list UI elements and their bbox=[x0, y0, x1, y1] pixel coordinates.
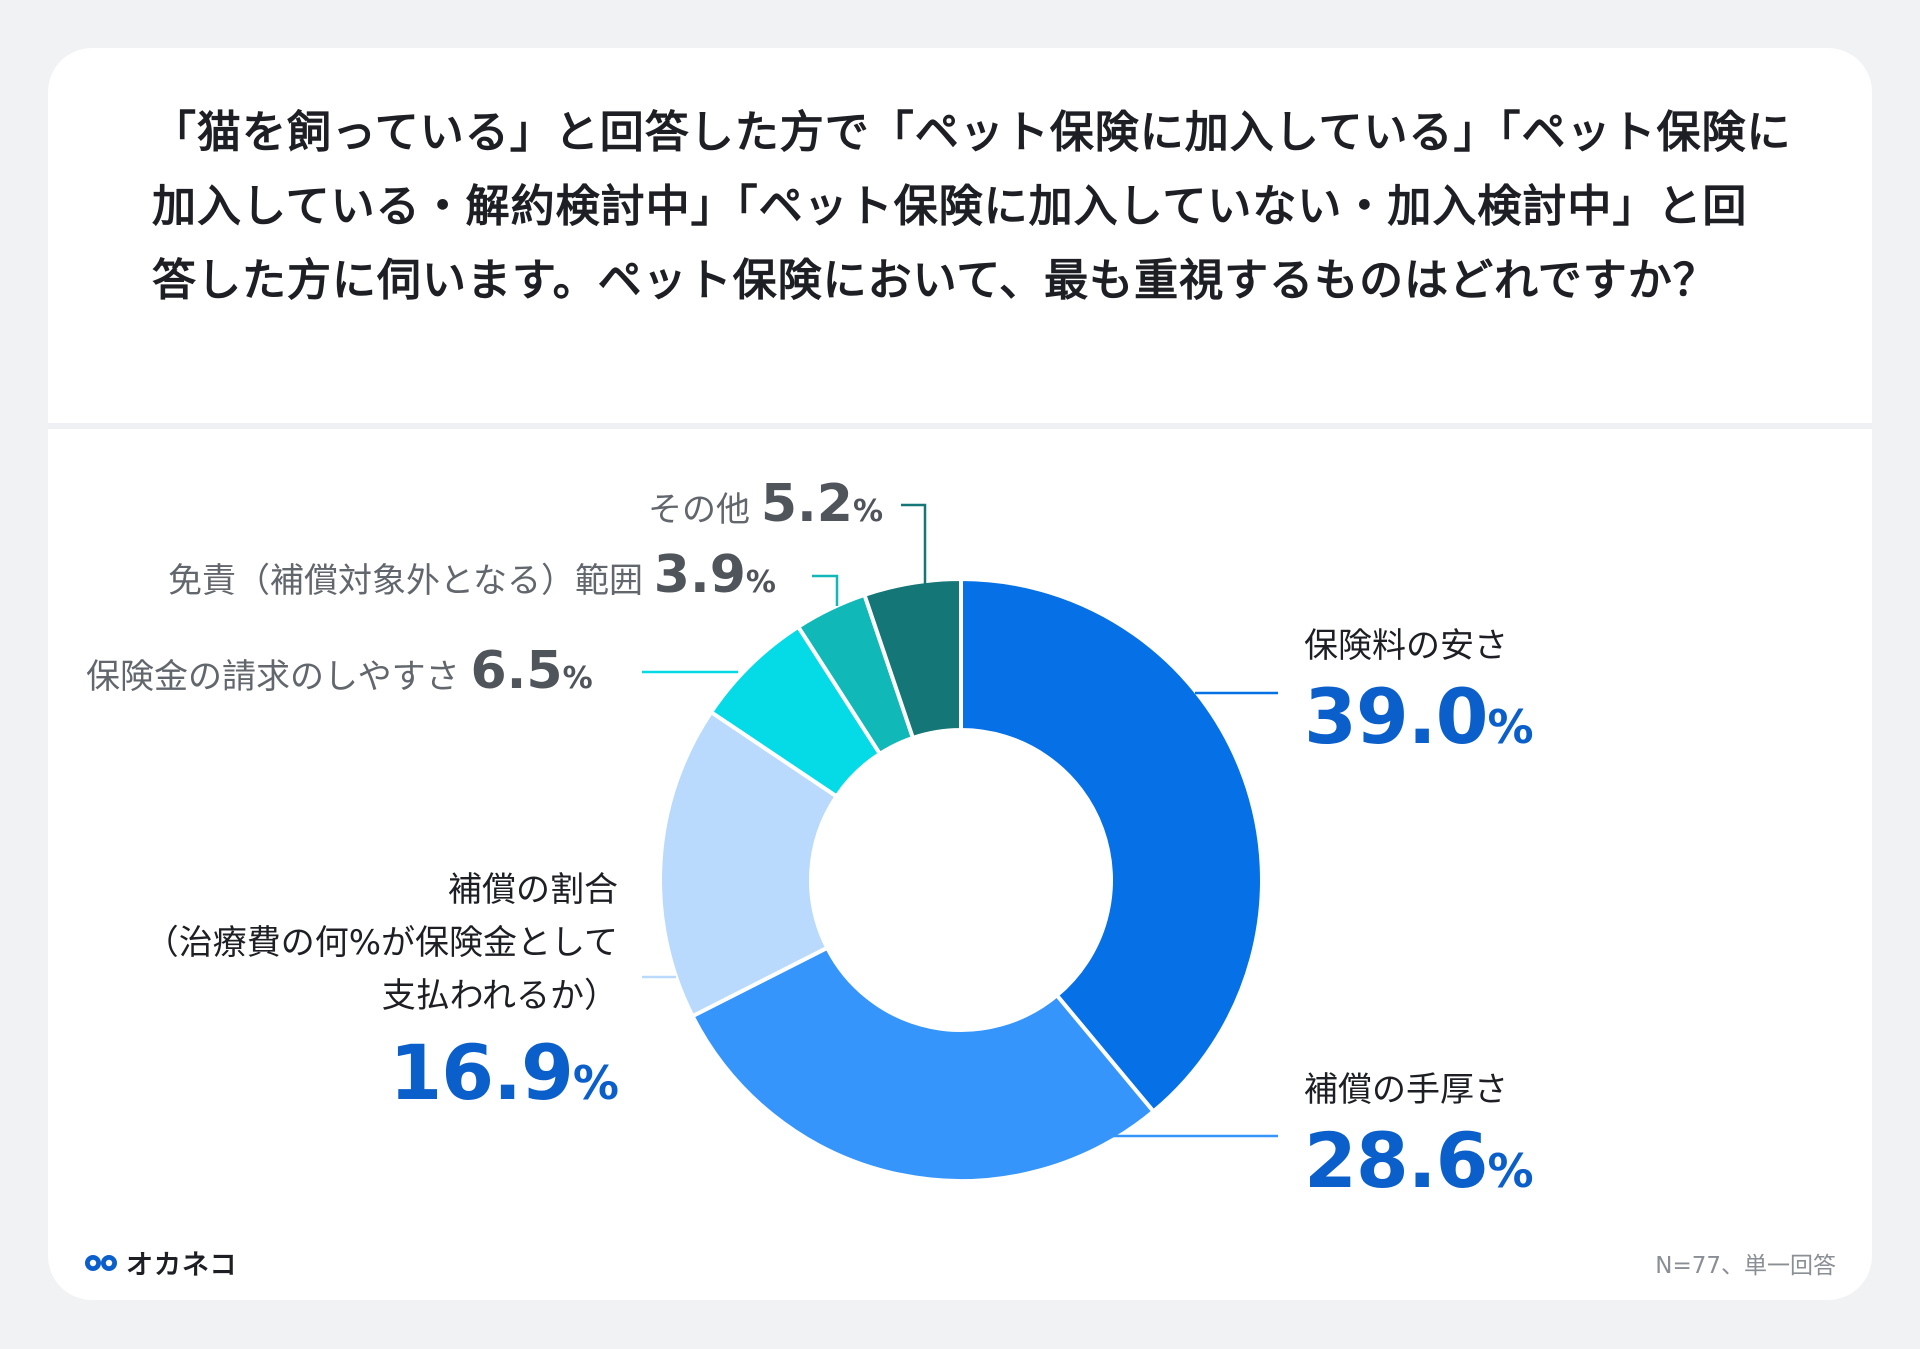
label-exemption: 免責（補償対象外となる）範囲 3.9% bbox=[168, 545, 776, 605]
slice-other bbox=[862, 577, 963, 740]
label-ratio-num: 16.9 bbox=[389, 1028, 574, 1117]
slice-coverage bbox=[690, 945, 1156, 1183]
question-title: 「猫を飼っている」と回答した方で「ペット保険に加入している」「ペット保険に加入し… bbox=[152, 107, 1792, 306]
label-coverage-pct: % bbox=[1487, 1144, 1534, 1198]
label-ratio-name-1: 補償の割合 bbox=[448, 870, 618, 910]
label-claim-value: 6.5 bbox=[470, 641, 563, 701]
label-coverage-name: 補償の手厚さ bbox=[1304, 1070, 1508, 1110]
label-price: 保険料の安さ 39.0% bbox=[1304, 618, 1534, 777]
okaneko-logo-icon bbox=[85, 1254, 117, 1271]
label-ratio-name-2: （治療費の何%が保険金として bbox=[144, 923, 618, 963]
label-other-pct: % bbox=[852, 494, 883, 529]
label-price-num: 39.0 bbox=[1304, 672, 1489, 761]
label-ratio-pct: % bbox=[572, 1056, 619, 1110]
logo-text: オカネコ bbox=[126, 1250, 238, 1281]
okaneko-logo: オカネコ bbox=[84, 1243, 237, 1282]
label-other-value: 5.2 bbox=[760, 474, 853, 534]
label-other: その他 5.2% bbox=[648, 474, 883, 534]
leader-line-other bbox=[901, 503, 927, 585]
divider bbox=[48, 423, 1872, 429]
label-coverage-num: 28.6 bbox=[1304, 1116, 1489, 1205]
label-price-name: 保険料の安さ bbox=[1304, 626, 1508, 666]
label-ratio: 補償の割合 （治療費の何%が保険金として 支払われるか） 16.9% bbox=[110, 864, 619, 1133]
label-claim-name: 保険金の請求のしやすさ bbox=[86, 657, 460, 697]
label-claim-pct: % bbox=[562, 661, 593, 696]
label-other-name: その他 bbox=[648, 490, 750, 530]
slice-ratio bbox=[658, 710, 839, 1019]
label-coverage: 補償の手厚さ 28.6% bbox=[1304, 1062, 1534, 1221]
label-coverage-value: 28.6% bbox=[1304, 1111, 1534, 1221]
label-exemption-value: 3.9 bbox=[653, 545, 746, 605]
leader-lines bbox=[642, 503, 1278, 1138]
label-price-pct: % bbox=[1487, 700, 1534, 754]
label-price-value: 39.0% bbox=[1304, 667, 1534, 777]
leader-line-exemption bbox=[812, 574, 839, 606]
label-claim: 保険金の請求のしやすさ 6.5% bbox=[86, 641, 593, 701]
slice-price bbox=[959, 577, 1264, 1114]
label-ratio-name-3: 支払われるか） bbox=[381, 976, 618, 1016]
sample-note: N=77、単一回答 bbox=[1655, 1253, 1836, 1279]
label-exemption-pct: % bbox=[745, 565, 776, 600]
donut-slices bbox=[658, 577, 1264, 1183]
label-ratio-value: 16.9% bbox=[110, 1023, 619, 1133]
label-exemption-name: 免責（補償対象外となる）範囲 bbox=[168, 561, 643, 601]
